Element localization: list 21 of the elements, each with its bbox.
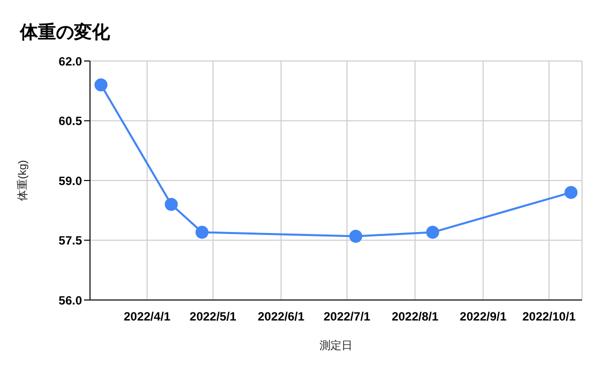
y-axis-title: 体重(kg) [16,160,29,201]
point [196,226,209,239]
y-tick-label: 57.5 [58,234,82,248]
x-tick-label: 2022/8/1 [392,310,439,324]
point [349,230,362,243]
x-tick-label: 2022/10/1 [522,310,576,324]
y-tick-label: 59.0 [58,174,82,188]
chart-title: 体重の変化 [20,21,110,44]
y-tick-label: 62.0 [58,54,82,68]
point [94,78,108,92]
x-tick-label: 2022/6/1 [258,310,305,324]
x-tick-label: 2022/7/1 [324,310,371,324]
x-axis-title: 測定日 [320,339,352,352]
point [426,226,440,239]
y-tick-label: 56.0 [58,293,82,308]
x-tick-label: 2022/4/1 [124,310,171,324]
point [164,198,178,211]
point [564,186,578,199]
x-tick-label: 2022/5/1 [190,310,237,324]
x-tick-label: 2022/9/1 [460,310,507,324]
y-tick-label: 60.5 [58,114,82,128]
